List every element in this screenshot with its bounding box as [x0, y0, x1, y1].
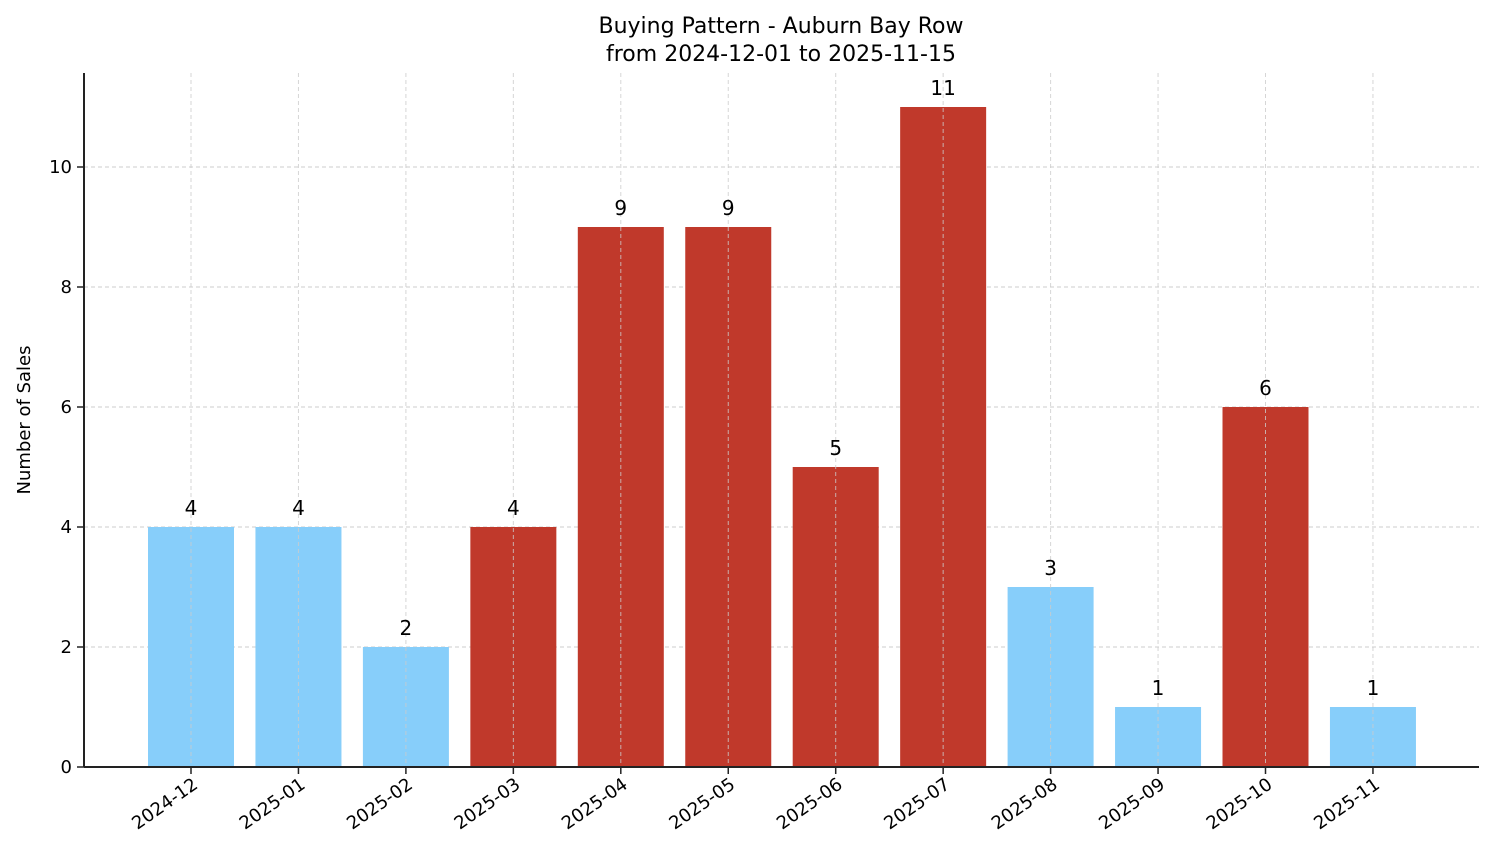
bar-value-label: 5 — [829, 436, 842, 460]
y-tick-label: 6 — [61, 397, 72, 418]
x-tick-label: 2024-12 — [128, 774, 202, 834]
bar-value-label: 1 — [1152, 676, 1165, 700]
x-tick-label: 2025-08 — [988, 774, 1062, 834]
chart-title: Buying Pattern - Auburn Bay Row — [599, 14, 964, 39]
bar-value-label: 4 — [507, 496, 520, 520]
bar-value-label: 6 — [1259, 376, 1272, 400]
x-tick-label: 2025-03 — [451, 774, 525, 834]
x-ticks: 2024-12 2025-01 2025-02 2025-03 2025-04 2025-… — [128, 767, 1384, 834]
bar-value-label: 4 — [292, 496, 305, 520]
bar-2025-11 — [1329, 707, 1416, 767]
bar-value-label: 9 — [722, 196, 735, 220]
x-tick-label: 2025-06 — [773, 774, 847, 834]
x-tick-label: 2025-04 — [558, 774, 632, 834]
y-tick-label: 10 — [49, 157, 72, 178]
y-axis-label: Number of Sales — [14, 345, 35, 494]
x-tick-label: 2025-05 — [665, 774, 739, 834]
bar-value-label: 11 — [930, 76, 955, 100]
y-tick-label: 4 — [61, 517, 72, 538]
y-ticks: 0 2 4 6 8 10 — [49, 157, 84, 778]
bar-2025-09 — [1115, 707, 1202, 767]
x-tick-label: 2025-01 — [236, 774, 310, 834]
bar-value-label: 1 — [1367, 676, 1380, 700]
y-tick-label: 8 — [61, 277, 72, 298]
bar-2025-06 — [792, 467, 879, 767]
bar-value-label: 9 — [614, 196, 627, 220]
chart-subtitle: from 2024-12-01 to 2025-11-15 — [606, 42, 956, 67]
bar-value-label: 4 — [185, 496, 198, 520]
bar-value-labels: 4 4 2 4 9 9 5 11 3 1 6 1 — [185, 73, 1380, 767]
bar-value-label: 3 — [1044, 556, 1057, 580]
x-tick-label: 2025-02 — [343, 774, 417, 834]
axes — [83, 73, 1479, 768]
x-tick-label: 2025-09 — [1095, 774, 1169, 834]
bar-value-label: 2 — [400, 616, 413, 640]
bars — [148, 107, 1416, 767]
x-tick-label: 2025-07 — [880, 774, 954, 834]
y-tick-label: 0 — [61, 757, 72, 778]
x-tick-label: 2025-10 — [1203, 774, 1277, 834]
x-tick-label: 2025-11 — [1310, 774, 1384, 834]
y-tick-label: 2 — [61, 637, 72, 658]
